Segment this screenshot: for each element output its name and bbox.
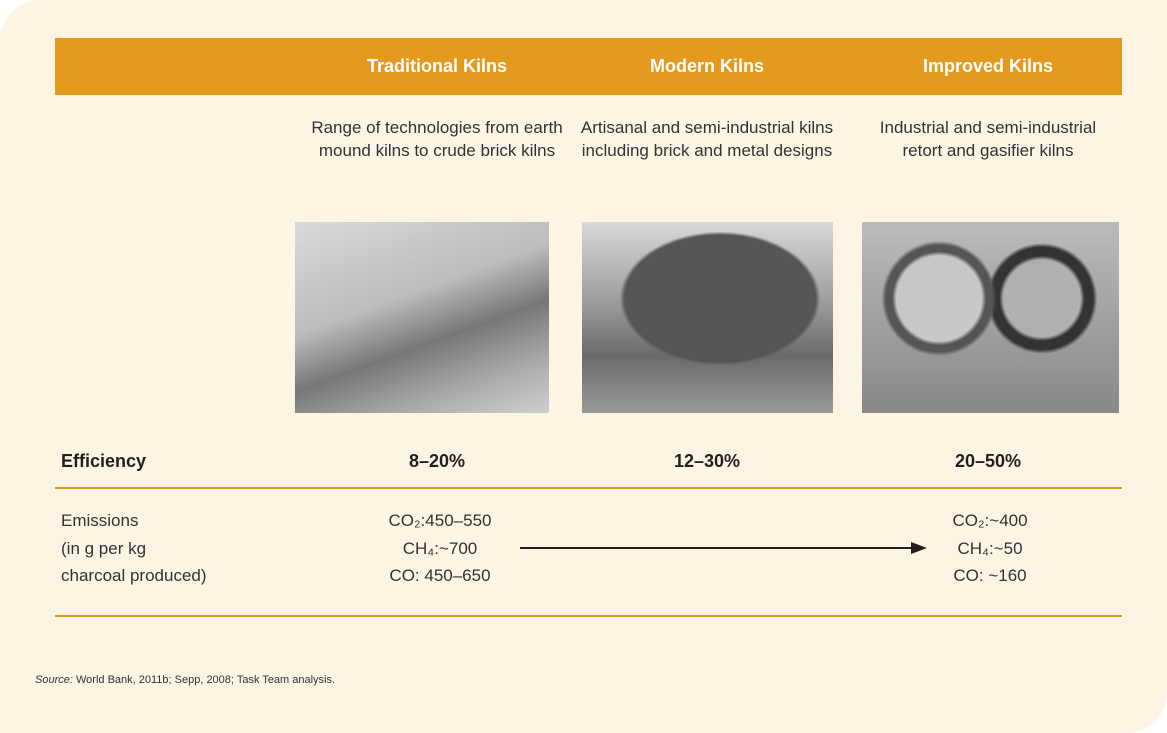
- photo: [862, 222, 1119, 413]
- source-text: World Bank, 2011b; Sepp, 2008; Task Team…: [75, 674, 336, 686]
- label-line: charcoal produced): [61, 566, 207, 585]
- efficiency-value: 20–50%: [954, 451, 1022, 471]
- emissions-list: CO₂:~400 CH₄:~50 CO: ~160: [915, 507, 1065, 590]
- arrow: [520, 542, 927, 554]
- rule: [55, 487, 1122, 489]
- efficiency-value: 8–20%: [408, 451, 466, 471]
- header-band: [55, 38, 1122, 95]
- rule: [55, 615, 1122, 617]
- label-line: (in g per kg: [61, 538, 147, 558]
- row-label: Efficiency: [61, 451, 147, 471]
- emission-value: CH₄:~50: [957, 538, 1023, 558]
- emission-value: CH₄:~700: [402, 538, 478, 558]
- description: Artisanal and semi-industrial kilns incl…: [580, 118, 834, 160]
- emission-value: CO₂:450–550: [388, 511, 492, 530]
- column-header: Traditional Kilns: [366, 56, 508, 76]
- emissions-list: CO₂:450–550 CH₄:~700 CO: 450–650: [340, 507, 540, 590]
- emission-value: CO: ~160: [953, 566, 1027, 585]
- efficiency-value: 12–30%: [673, 451, 741, 471]
- arrow-head: [911, 542, 927, 554]
- description: Industrial and semi-industrial retort an…: [879, 118, 1097, 160]
- description: Range of technologies from earth mound k…: [311, 118, 563, 160]
- source-note: Source: World Bank, 2011b; Sepp, 2008; T…: [35, 674, 335, 686]
- source-label: Source:: [35, 674, 73, 686]
- emission-value: CO₂:~400: [952, 511, 1028, 530]
- photo: [295, 222, 549, 413]
- label-line: Emissions: [61, 511, 139, 530]
- emission-value: CO: 450–650: [389, 566, 491, 585]
- column-header: Modern Kilns: [649, 56, 764, 76]
- photo: [582, 222, 833, 413]
- column-header: Improved Kilns: [922, 56, 1054, 76]
- row-label: Emissions (in g per kg charcoal produced…: [61, 507, 207, 590]
